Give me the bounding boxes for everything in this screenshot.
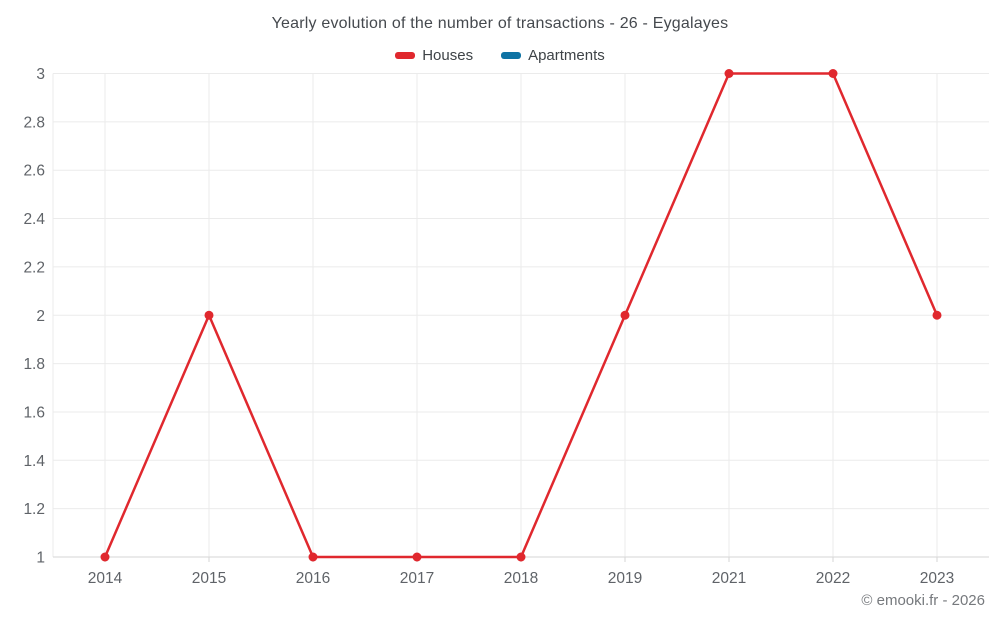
y-axis-label: 2 — [36, 308, 45, 325]
x-axis-label: 2022 — [816, 570, 850, 587]
data-point-houses-2023[interactable] — [932, 310, 942, 320]
x-axis-label: 2021 — [712, 570, 746, 587]
y-axis-label: 2.4 — [23, 211, 45, 228]
y-axis-label: 1.8 — [23, 356, 45, 373]
x-axis-label: 2023 — [920, 570, 954, 587]
data-point-houses-2021[interactable] — [724, 69, 734, 78]
data-point-houses-2018[interactable] — [516, 552, 526, 562]
y-axis-label: 2.6 — [23, 163, 45, 180]
x-axis-label: 2017 — [400, 570, 434, 587]
x-axis-label: 2015 — [192, 570, 226, 587]
legend-label: Apartments — [528, 46, 605, 64]
y-axis-label: 1.6 — [23, 404, 45, 421]
data-point-houses-2019[interactable] — [620, 310, 630, 320]
copyright-watermark: © emooki.fr - 2026 — [861, 592, 985, 609]
data-point-houses-2016[interactable] — [308, 552, 318, 562]
x-axis-label: 2018 — [504, 570, 538, 587]
y-axis-label: 1 — [36, 550, 45, 567]
data-point-houses-2017[interactable] — [412, 552, 422, 562]
chart-title: Yearly evolution of the number of transa… — [271, 15, 729, 32]
data-point-houses-2022[interactable] — [828, 69, 838, 78]
y-axis-label: 2.2 — [23, 259, 45, 276]
x-axis-label: 2019 — [608, 570, 642, 587]
y-axis-label: 1.4 — [23, 453, 45, 470]
x-axis-label: 2014 — [88, 570, 123, 587]
data-point-houses-2014[interactable] — [100, 552, 110, 562]
y-axis-label: 3 — [36, 66, 45, 83]
chart-legend: Houses Apartments — [0, 45, 1000, 65]
legend-item-houses[interactable]: Houses — [395, 47, 473, 64]
data-point-houses-2015[interactable] — [204, 310, 214, 320]
x-axis-label: 2016 — [296, 570, 330, 587]
y-axis-label: 2.8 — [23, 114, 45, 131]
legend-swatch-icon — [395, 51, 416, 59]
legend-item-apartments[interactable]: Apartments — [501, 47, 605, 64]
legend-swatch-icon — [501, 51, 522, 59]
y-axis-label: 1.2 — [23, 501, 45, 518]
legend-label: Houses — [422, 46, 474, 64]
